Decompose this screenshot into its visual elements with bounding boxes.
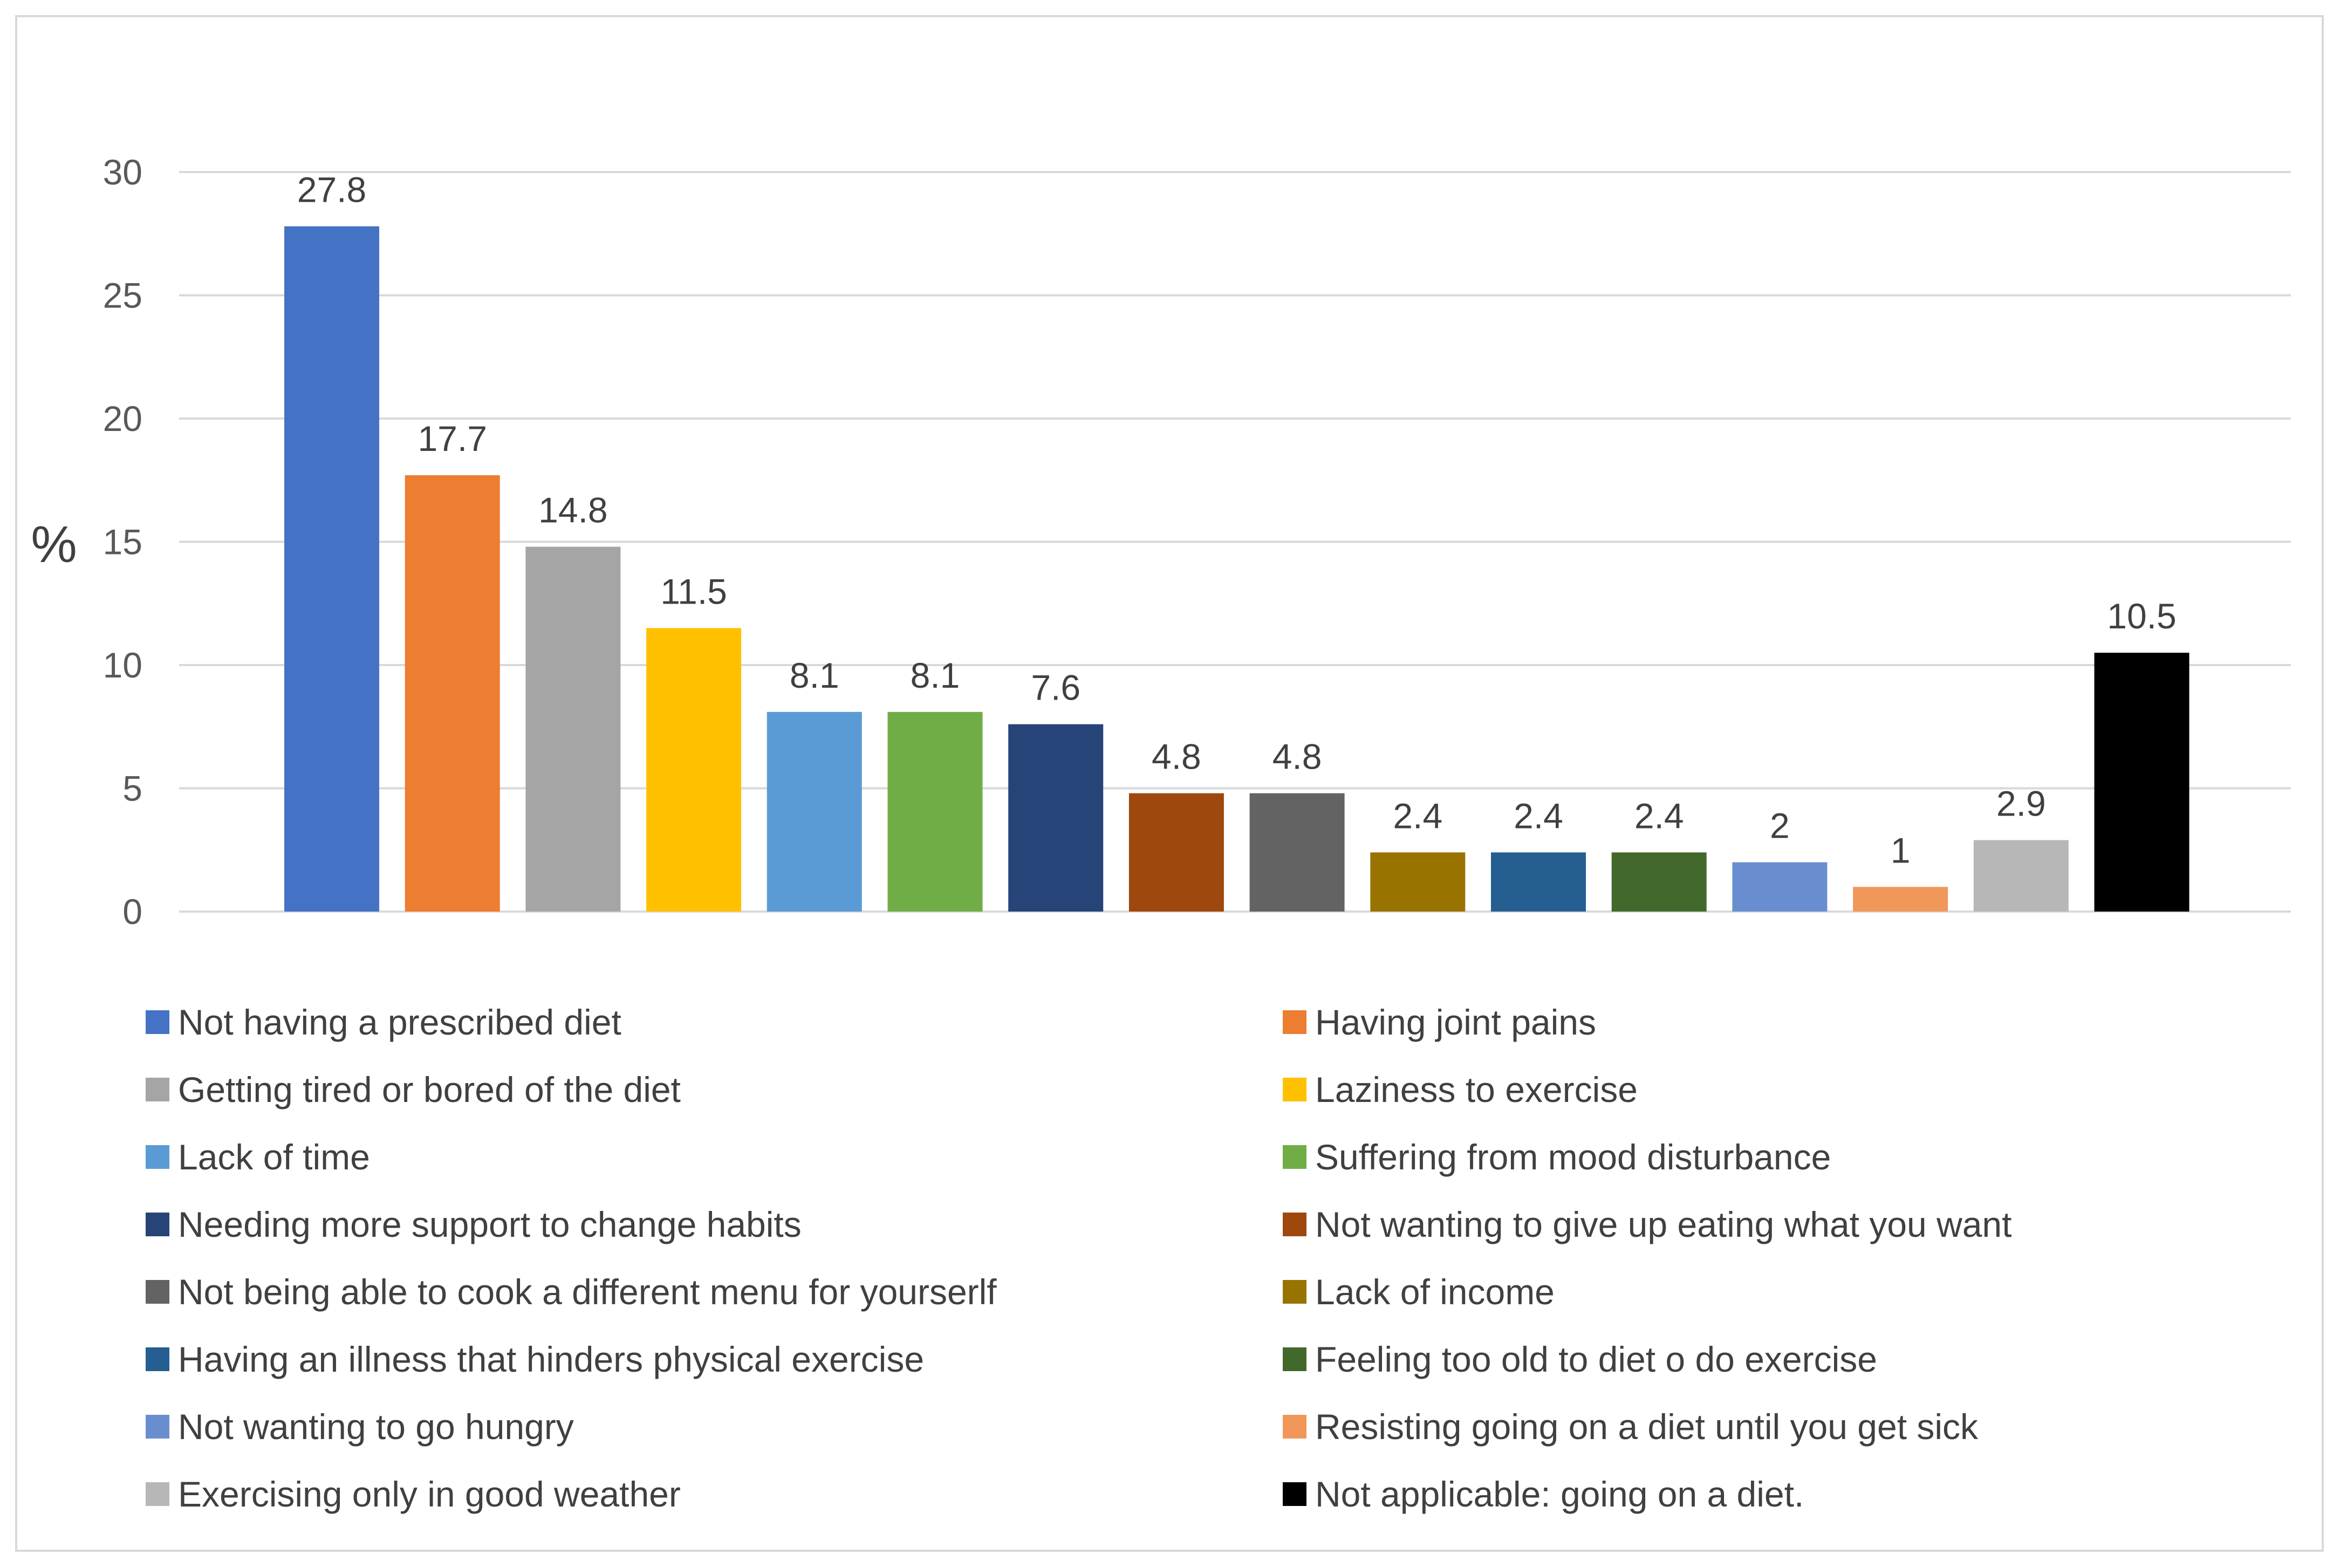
legend-swatch	[146, 1415, 169, 1439]
y-tick-label: 20	[103, 399, 142, 439]
y-tick-label: 0	[122, 892, 142, 932]
legend-swatch	[146, 1482, 169, 1506]
data-label: 2.4	[1514, 796, 1563, 836]
data-label: 2.4	[1393, 796, 1442, 836]
legend-label: Feeling too old to diet o do exercise	[1315, 1339, 1877, 1379]
data-label: 14.8	[538, 490, 607, 530]
data-label: 8.1	[790, 655, 839, 695]
legend-swatch	[1283, 1078, 1306, 1101]
bar	[887, 711, 983, 912]
legend-label: Resisting going on a diet until you get …	[1315, 1407, 1979, 1447]
chart-frame: 0 5 10 15 20 25 30 % 27.8 17.7 14.8 11.5 8.1 8.1 7.6…	[15, 15, 2324, 1552]
legend-swatch	[1283, 1010, 1306, 1034]
bar	[2094, 653, 2190, 912]
bar	[1853, 887, 1948, 912]
legend-label: Not being able to cook a different menu …	[178, 1272, 997, 1312]
data-label: 2.4	[1634, 796, 1684, 836]
legend-swatch	[146, 1145, 169, 1169]
y-axis-label: %	[31, 516, 77, 573]
bar	[405, 475, 500, 912]
data-label: 17.7	[418, 419, 487, 458]
legend-swatch	[146, 1347, 169, 1371]
legend-label: Laziness to exercise	[1315, 1070, 1638, 1110]
legend-swatch	[1283, 1482, 1306, 1506]
legend-swatch	[1283, 1145, 1306, 1169]
legend-label: Not wanting to give up eating what you w…	[1315, 1204, 2011, 1244]
data-label: 4.8	[1272, 737, 1322, 777]
data-label: 11.5	[660, 571, 727, 611]
bar	[767, 711, 862, 912]
legend-label: Having an illness that hinders physical …	[178, 1339, 924, 1379]
legend-swatch	[146, 1078, 169, 1101]
legend-label: Having joint pains	[1315, 1002, 1596, 1042]
legend-label: Getting tired or bored of the diet	[178, 1070, 681, 1110]
data-label: 2.9	[1996, 783, 2046, 823]
legend-label: Lack of time	[178, 1137, 370, 1177]
bar	[1128, 793, 1224, 912]
data-label: 1	[1891, 830, 1911, 870]
bar	[1491, 852, 1586, 912]
y-tick-label: 30	[103, 152, 142, 192]
bar	[284, 226, 379, 912]
data-label: 8.1	[911, 655, 960, 695]
y-tick-label: 15	[103, 522, 142, 562]
legend-label: Not having a prescribed diet	[178, 1002, 621, 1042]
bar	[1611, 852, 1707, 912]
bars	[284, 226, 2190, 912]
legend-swatch	[1283, 1280, 1306, 1304]
y-tick-label: 5	[122, 769, 142, 809]
data-label: 2	[1770, 806, 1790, 846]
bar	[1973, 840, 2069, 912]
legend-swatch	[146, 1010, 169, 1034]
bar	[1370, 852, 1466, 912]
data-label: 27.8	[297, 170, 366, 210]
legend-label: Exercising only in good weather	[178, 1474, 681, 1514]
legend-swatch	[1283, 1415, 1306, 1439]
bar	[1732, 862, 1828, 912]
y-tick-label: 25	[103, 276, 142, 316]
legend-label: Suffering from mood disturbance	[1315, 1137, 1831, 1177]
legend: Not having a prescribed diet Having joint…	[146, 1002, 2011, 1514]
legend-swatch	[146, 1280, 169, 1304]
legend-label: Not applicable: going on a diet.	[1315, 1474, 1804, 1514]
legend-swatch	[146, 1213, 169, 1236]
data-label: 10.5	[2107, 596, 2176, 636]
bar	[1249, 793, 1345, 912]
data-labels: 27.8 17.7 14.8 11.5 8.1 8.1 7.6 4.8 4.8 2.4 2.4 2.4…	[297, 170, 2177, 871]
legend-label: Needing more support to change habits	[178, 1204, 802, 1244]
legend-swatch	[1283, 1213, 1306, 1236]
y-tick-label: 10	[103, 645, 142, 685]
legend-label: Not wanting to go hungry	[178, 1407, 574, 1447]
y-axis-ticks: 0 5 10 15 20 25 30	[103, 152, 142, 932]
bar	[1008, 724, 1104, 912]
legend-label: Lack of income	[1315, 1272, 1555, 1312]
bar	[525, 546, 621, 912]
data-label: 7.6	[1031, 668, 1080, 708]
legend-swatch	[1283, 1347, 1306, 1371]
bar	[646, 628, 742, 912]
data-label: 4.8	[1152, 737, 1201, 777]
